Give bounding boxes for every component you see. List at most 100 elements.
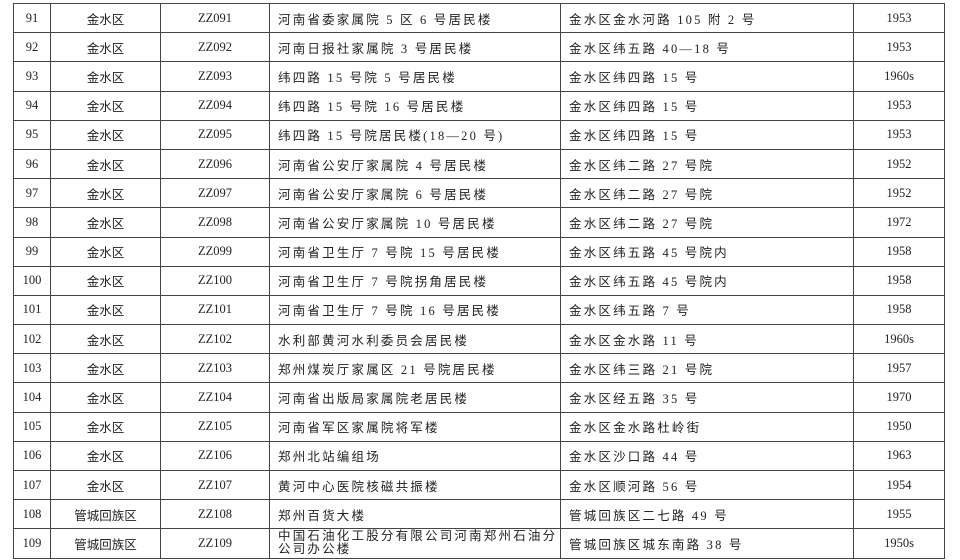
address-cell: 金水区纬五路 7 号 xyxy=(560,294,854,326)
district-cell: 管城回族区 xyxy=(50,528,161,559)
table-row: 103 金水区 ZZ103 郑州煤炭厅家属区 21 号院居民楼 金水区纬三路 21 号院… xyxy=(13,353,945,384)
table-row: 97 金水区 ZZ097 河南省公安厅家属院 6 号居民楼 金水区纬二路 27 号院 19… xyxy=(13,178,945,209)
district-cell: 金水区 xyxy=(50,61,161,92)
table-row: 105 金水区 ZZ105 河南省军区家属院将军楼 金水区金水路杜岭街 1950 xyxy=(13,411,945,442)
row-number: 96 xyxy=(13,148,51,180)
table-row: 107 金水区 ZZ107 黄河中心医院核磁共振楼 金水区顺河路 56 号 1954 xyxy=(13,469,945,501)
row-number: 104 xyxy=(13,382,51,413)
address-cell: 管城回族区城东南路 38 号 xyxy=(560,528,854,559)
table-row: 94 金水区 ZZ094 纬四路 15 号院 16 号居民楼 金水区纬四路 15 号 19… xyxy=(13,90,945,121)
code-cell: ZZ091 xyxy=(160,2,270,34)
address-cell: 金水区金水河路 105 附 2 号 xyxy=(560,2,854,34)
address-cell: 金水区金水路 11 号 xyxy=(560,324,854,355)
name-cell: 水利部黄河水利委员会居民楼 xyxy=(269,324,561,355)
code-cell: ZZ094 xyxy=(160,90,270,121)
name-cell: 郑州百货大楼 xyxy=(269,499,561,530)
district-cell: 金水区 xyxy=(50,440,161,472)
code-cell: ZZ107 xyxy=(160,469,270,501)
name-cell: 河南省卫生厅 7 号院拐角居民楼 xyxy=(269,265,561,296)
row-number: 95 xyxy=(13,119,51,150)
address-cell: 金水区纬二路 27 号院 xyxy=(560,148,854,180)
code-cell: ZZ099 xyxy=(160,236,270,267)
code-cell: ZZ098 xyxy=(160,207,270,238)
row-number: 101 xyxy=(13,294,51,326)
table-row: 91 金水区 ZZ091 河南省委家属院 5 区 6 号居民楼 金水区金水河路 105 … xyxy=(13,2,945,34)
year-cell: 1952 xyxy=(853,178,945,209)
year-cell: 1960s xyxy=(853,61,945,92)
district-cell: 金水区 xyxy=(50,265,161,296)
heritage-building-table: 91 金水区 ZZ091 河南省委家属院 5 区 6 号居民楼 金水区金水河路 105 … xyxy=(13,2,945,559)
name-cell: 河南省公安厅家属院 6 号居民楼 xyxy=(269,178,561,209)
address-cell: 金水区纬二路 27 号院 xyxy=(560,178,854,209)
name-cell: 郑州北站编组场 xyxy=(269,440,561,472)
address-cell: 金水区经五路 35 号 xyxy=(560,382,854,413)
year-cell: 1958 xyxy=(853,265,945,296)
code-cell: ZZ103 xyxy=(160,353,270,384)
district-cell: 金水区 xyxy=(50,32,161,63)
row-number: 108 xyxy=(13,499,51,530)
year-cell: 1955 xyxy=(853,499,945,530)
row-number: 98 xyxy=(13,207,51,238)
year-cell: 1958 xyxy=(853,294,945,326)
district-cell: 金水区 xyxy=(50,353,161,384)
row-number: 100 xyxy=(13,265,51,296)
row-number: 97 xyxy=(13,178,51,209)
name-cell: 河南省公安厅家属院 4 号居民楼 xyxy=(269,148,561,180)
district-cell: 金水区 xyxy=(50,382,161,413)
row-number: 91 xyxy=(13,2,51,34)
address-cell: 金水区顺河路 56 号 xyxy=(560,469,854,501)
code-cell: ZZ093 xyxy=(160,61,270,92)
table-row: 106 金水区 ZZ106 郑州北站编组场 金水区沙口路 44 号 1963 xyxy=(13,440,945,472)
code-cell: ZZ109 xyxy=(160,528,270,559)
row-number: 105 xyxy=(13,411,51,442)
year-cell: 1953 xyxy=(853,2,945,34)
district-cell: 金水区 xyxy=(50,236,161,267)
address-cell: 金水区纬五路 45 号院内 xyxy=(560,236,854,267)
address-cell: 金水区纬四路 15 号 xyxy=(560,61,854,92)
address-cell: 金水区沙口路 44 号 xyxy=(560,440,854,472)
name-cell: 河南省委家属院 5 区 6 号居民楼 xyxy=(269,2,561,34)
name-cell: 郑州煤炭厅家属区 21 号院居民楼 xyxy=(269,353,561,384)
row-number: 92 xyxy=(13,32,51,63)
row-number: 99 xyxy=(13,236,51,267)
name-cell: 河南日报社家属院 3 号居民楼 xyxy=(269,32,561,63)
code-cell: ZZ106 xyxy=(160,440,270,472)
district-cell: 管城回族区 xyxy=(50,499,161,530)
code-cell: ZZ096 xyxy=(160,148,270,180)
district-cell: 金水区 xyxy=(50,207,161,238)
year-cell: 1954 xyxy=(853,469,945,501)
address-cell: 金水区纬五路 40—18 号 xyxy=(560,32,854,63)
district-cell: 金水区 xyxy=(50,294,161,326)
year-cell: 1952 xyxy=(853,148,945,180)
row-number: 107 xyxy=(13,469,51,501)
table-row: 109 管城回族区 ZZ109 中国石油化工股分有限公司河南郑州石油分公司办公楼 管城回… xyxy=(13,528,945,559)
year-cell: 1963 xyxy=(853,440,945,472)
row-number: 93 xyxy=(13,61,51,92)
year-cell: 1953 xyxy=(853,32,945,63)
name-cell: 河南省军区家属院将军楼 xyxy=(269,411,561,442)
row-number: 109 xyxy=(13,528,51,559)
table-row: 108 管城回族区 ZZ108 郑州百货大楼 管城回族区二七路 49 号 1955 xyxy=(13,499,945,530)
district-cell: 金水区 xyxy=(50,411,161,442)
table-row: 101 金水区 ZZ101 河南省卫生厅 7 号院 16 号居民楼 金水区纬五路 7 号… xyxy=(13,294,945,326)
year-cell: 1950 xyxy=(853,411,945,442)
code-cell: ZZ104 xyxy=(160,382,270,413)
table-row: 104 金水区 ZZ104 河南省出版局家属院老居民楼 金水区经五路 35 号 1970 xyxy=(13,382,945,413)
year-cell: 1972 xyxy=(853,207,945,238)
table-row: 98 金水区 ZZ098 河南省公安厅家属院 10 号居民楼 金水区纬二路 27 号院 1… xyxy=(13,207,945,238)
name-cell: 纬四路 15 号院 5 号居民楼 xyxy=(269,61,561,92)
name-cell: 河南省卫生厅 7 号院 16 号居民楼 xyxy=(269,294,561,326)
name-cell: 黄河中心医院核磁共振楼 xyxy=(269,469,561,501)
code-cell: ZZ097 xyxy=(160,178,270,209)
district-cell: 金水区 xyxy=(50,2,161,34)
district-cell: 金水区 xyxy=(50,178,161,209)
address-cell: 金水区纬四路 15 号 xyxy=(560,119,854,150)
address-cell: 金水区纬二路 27 号院 xyxy=(560,207,854,238)
district-cell: 金水区 xyxy=(50,469,161,501)
district-cell: 金水区 xyxy=(50,119,161,150)
name-cell: 纬四路 15 号院居民楼(18—20 号) xyxy=(269,119,561,150)
code-cell: ZZ102 xyxy=(160,324,270,355)
year-cell: 1960s xyxy=(853,324,945,355)
address-cell: 管城回族区二七路 49 号 xyxy=(560,499,854,530)
